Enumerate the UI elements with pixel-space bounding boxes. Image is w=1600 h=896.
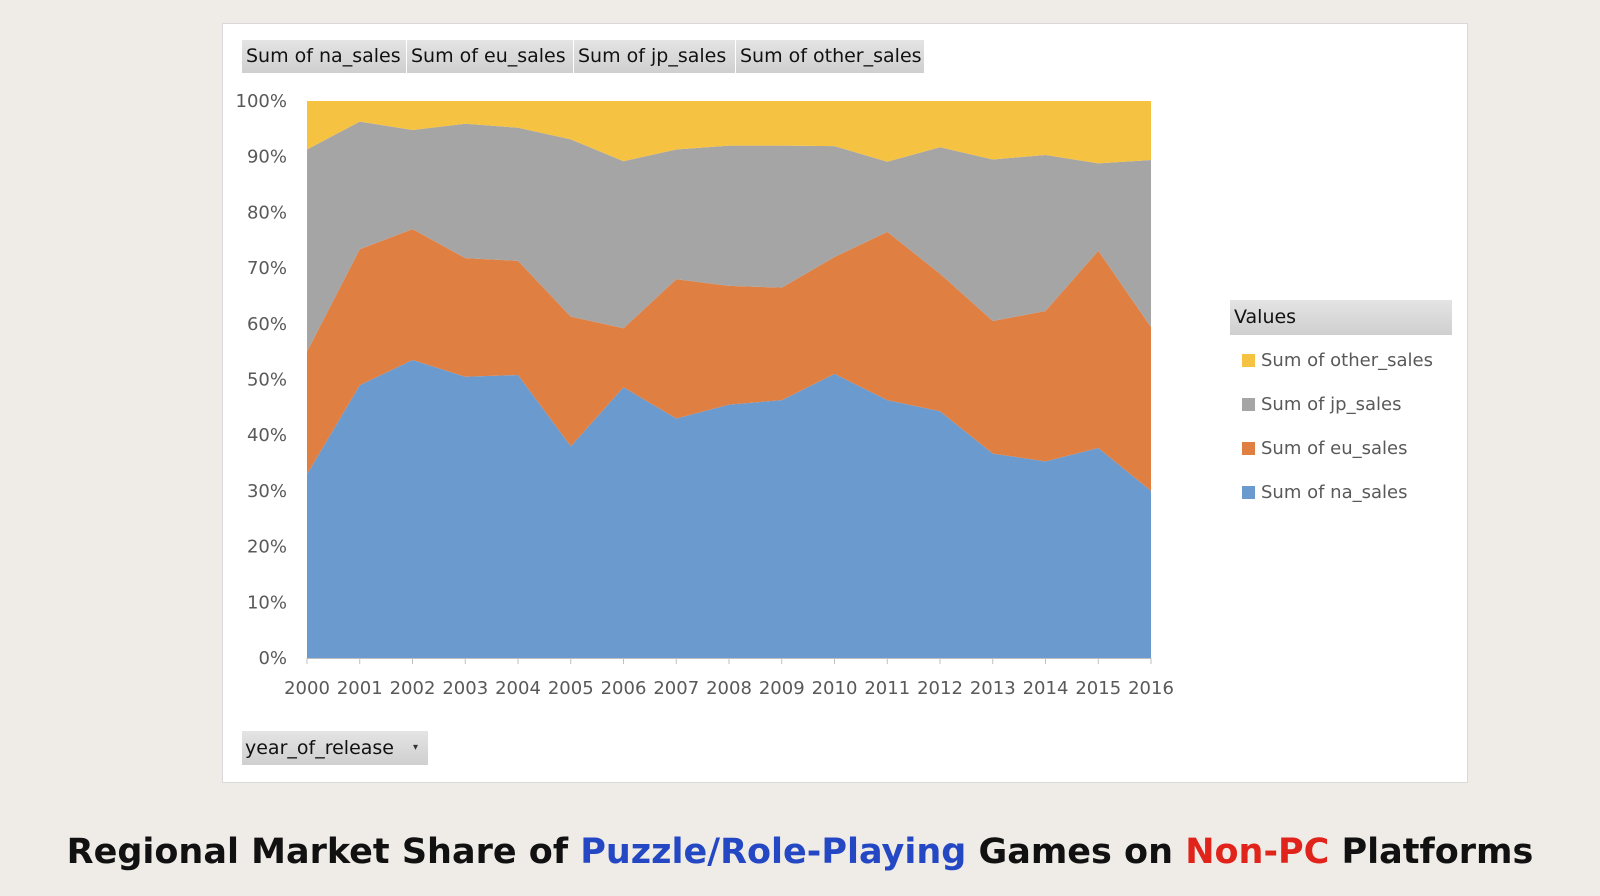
y-tick-label: 80%: [247, 202, 287, 223]
legend-title: Values: [1230, 300, 1452, 335]
area-sum-of-eu-sales: [307, 229, 1151, 491]
title-part: Regional Market Share of: [66, 832, 581, 872]
area-sum-of-jp-sales: [307, 121, 1151, 352]
filter-label: year_of_release: [245, 737, 394, 759]
x-tick-label: 2006: [601, 678, 647, 699]
y-tick-label: 60%: [247, 314, 287, 335]
x-tick-label: 2008: [706, 678, 752, 699]
y-tick-label: 10%: [247, 592, 287, 613]
legend-swatch: [1242, 397, 1255, 411]
x-tick-label: 2009: [759, 678, 805, 699]
x-tick-label: 2001: [337, 678, 383, 699]
title-highlight-platform: Non-PC: [1185, 832, 1330, 872]
field-button-other-sales[interactable]: Sum of other_sales: [736, 40, 924, 73]
legend-label: Sum of other_sales: [1261, 349, 1433, 371]
legend-item-eu-sales[interactable]: Sum of eu_sales: [1230, 426, 1452, 470]
chart-card: Sum of na_sales Sum of eu_sales Sum of j…: [222, 23, 1468, 783]
y-tick-label: 20%: [247, 537, 287, 558]
page-title: Regional Market Share of Puzzle/Role-Pla…: [0, 832, 1600, 872]
area-sum-of-other-sales: [307, 101, 1151, 164]
legend-item-na-sales[interactable]: Sum of na_sales: [1230, 470, 1452, 514]
x-tick-label: 2011: [864, 678, 910, 699]
area-sum-of-na-sales: [307, 360, 1151, 658]
x-tick-label: 2003: [442, 678, 488, 699]
area-series-group: [307, 101, 1151, 658]
x-tick-label: 2005: [548, 678, 594, 699]
x-tick-label: 2012: [917, 678, 963, 699]
x-tick-label: 2007: [653, 678, 699, 699]
legend-swatch: [1242, 441, 1255, 455]
legend-label: Sum of jp_sales: [1261, 393, 1402, 415]
title-part: Platforms: [1329, 832, 1534, 872]
area-chart: 2000 2001 2002 2003 2004 2005 2006 2007 2008 2009…: [236, 91, 1174, 699]
legend-item-other-sales[interactable]: Sum of other_sales: [1230, 338, 1452, 382]
legend-swatch: [1242, 353, 1255, 367]
title-part: Games on: [966, 832, 1186, 872]
dropdown-arrow-icon: ▾: [412, 742, 418, 753]
y-tick-label: 40%: [247, 425, 287, 446]
axes-group: 2000 2001 2002 2003 2004 2005 2006 2007 2008 2009…: [236, 91, 1174, 699]
year-of-release-filter-button[interactable]: year_of_release ▾: [242, 731, 428, 765]
title-highlight-genre: Puzzle/Role-Playing: [580, 832, 967, 872]
legend-label: Sum of eu_sales: [1261, 437, 1408, 459]
field-button-na-sales[interactable]: Sum of na_sales: [242, 40, 407, 73]
field-button-jp-sales[interactable]: Sum of jp_sales: [574, 40, 736, 73]
x-tick-label: 2013: [970, 678, 1016, 699]
legend-swatch: [1242, 485, 1255, 499]
y-tick-label: 0%: [258, 648, 287, 669]
x-tick-label: 2002: [390, 678, 436, 699]
x-tick-label: 2000: [284, 678, 330, 699]
legend-item-jp-sales[interactable]: Sum of jp_sales: [1230, 382, 1452, 426]
y-tick-label: 50%: [247, 370, 287, 391]
field-button-eu-sales[interactable]: Sum of eu_sales: [407, 40, 574, 73]
x-tick-label: 2016: [1128, 678, 1174, 699]
y-tick-label: 70%: [247, 258, 287, 279]
y-tick-label: 90%: [247, 147, 287, 168]
x-tick-label: 2015: [1075, 678, 1121, 699]
y-tick-label: 30%: [247, 481, 287, 502]
x-tick-label: 2004: [495, 678, 541, 699]
legend: Values Sum of other_sales Sum of jp_sale…: [1230, 300, 1452, 514]
y-tick-label: 100%: [236, 91, 287, 112]
legend-label: Sum of na_sales: [1261, 481, 1408, 503]
x-tick-label: 2014: [1023, 678, 1069, 699]
x-tick-label: 2010: [812, 678, 858, 699]
